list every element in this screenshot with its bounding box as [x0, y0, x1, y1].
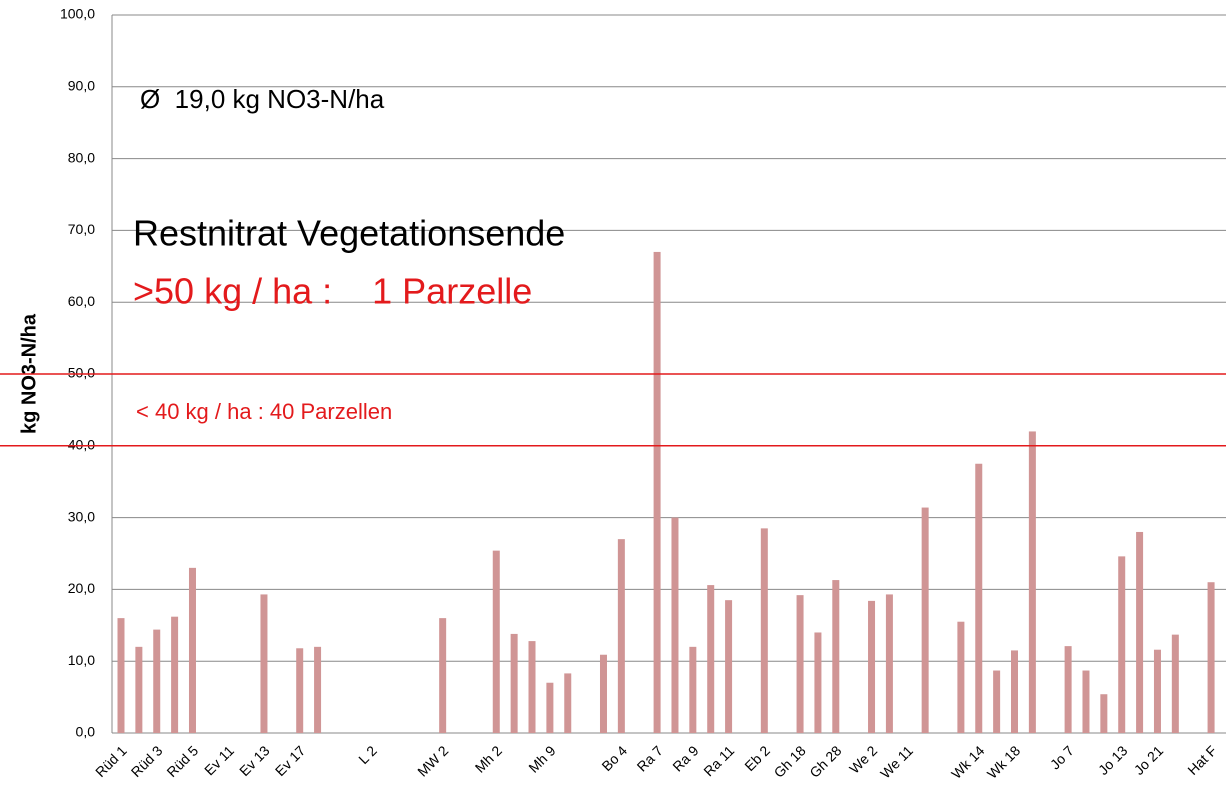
y-tick-label: 80,0 — [68, 149, 95, 165]
x-tick-label: Jo 7 — [1047, 742, 1077, 772]
x-tick-label: Bo 4 — [598, 742, 630, 774]
x-tick-label: Ev 17 — [272, 742, 309, 779]
x-tick-label: Rüd 5 — [163, 742, 201, 780]
annotation: Ø 19,0 kg NO3-N/ha — [140, 84, 385, 114]
y-tick-label: 90,0 — [68, 78, 95, 94]
bar — [671, 517, 679, 733]
y-tick-label: 10,0 — [68, 652, 95, 668]
bar — [653, 251, 661, 733]
x-tick-label: Ev 13 — [236, 742, 273, 779]
annotation: Restnitrat Vegetationsende — [133, 213, 565, 254]
bar — [617, 539, 625, 733]
bar — [885, 594, 893, 733]
x-tick-label: Mh 2 — [472, 742, 505, 775]
bar — [796, 595, 804, 733]
x-tick-label: Wk 14 — [948, 742, 988, 782]
bar — [492, 550, 500, 733]
y-tick-label: 60,0 — [68, 293, 95, 309]
x-tick-label: Rüd 3 — [128, 742, 166, 780]
bar — [868, 600, 876, 733]
annotation: >50 kg / ha : 1 Parzelle — [133, 271, 532, 312]
bar — [439, 618, 447, 733]
y-tick-label: 40,0 — [68, 437, 95, 453]
x-tick-label: Jo 13 — [1095, 742, 1131, 778]
x-tick-label: Hat F — [1184, 742, 1220, 778]
bar — [117, 618, 125, 733]
bar — [599, 654, 607, 733]
x-tick-label: Rüd 1 — [92, 742, 130, 780]
x-tick-label: Ra 11 — [700, 742, 737, 779]
bar — [135, 646, 143, 733]
bar — [975, 463, 983, 733]
bar — [832, 580, 840, 733]
bar — [993, 670, 1001, 733]
bar — [957, 621, 965, 733]
bar — [1100, 694, 1108, 733]
bar — [1207, 582, 1215, 733]
y-tick-label: 20,0 — [68, 580, 95, 596]
bar — [725, 600, 733, 733]
bar — [296, 648, 304, 733]
x-tick-label: Eb 2 — [741, 742, 773, 774]
x-tick-label: Ra 9 — [669, 742, 701, 774]
bar — [510, 633, 518, 733]
y-tick-label: 50,0 — [68, 365, 95, 381]
bar — [814, 632, 822, 733]
bar — [528, 641, 536, 733]
bar — [1028, 431, 1036, 733]
y-tick-label: 30,0 — [68, 508, 95, 524]
bar — [689, 646, 697, 733]
bar — [760, 528, 768, 733]
bar — [1064, 646, 1072, 733]
bar — [260, 594, 268, 733]
bar — [188, 567, 196, 733]
x-tick-label: Ev 11 — [201, 742, 237, 778]
bar — [564, 673, 572, 733]
x-tick-label: Mh 9 — [525, 742, 558, 775]
bar — [1136, 531, 1144, 733]
bar — [1118, 556, 1126, 733]
bar — [707, 585, 715, 733]
bar — [171, 616, 179, 733]
bar — [1153, 649, 1161, 733]
x-tick-label: Gh 28 — [806, 742, 844, 780]
bar — [921, 507, 929, 733]
y-tick-label: 100,0 — [60, 6, 95, 22]
x-tick-label: Wk 18 — [984, 742, 1024, 782]
bar — [1082, 670, 1090, 733]
bar — [546, 682, 554, 733]
bar — [1171, 634, 1179, 733]
x-tick-label: Gh 18 — [771, 742, 809, 780]
x-tick-label: Jo 21 — [1131, 742, 1167, 778]
x-tick-label: We 2 — [846, 742, 880, 776]
annotation: < 40 kg / ha : 40 Parzellen — [136, 399, 392, 424]
bar — [1011, 650, 1018, 733]
y-tick-label: 70,0 — [68, 221, 95, 237]
x-tick-label: L 2 — [355, 742, 380, 767]
x-tick-label: Ra 7 — [634, 742, 666, 774]
x-tick-label: We 11 — [877, 742, 916, 781]
y-tick-label: 0,0 — [76, 724, 96, 740]
bar — [153, 629, 161, 733]
x-tick-label: MW 2 — [414, 742, 451, 779]
bar — [314, 646, 322, 733]
